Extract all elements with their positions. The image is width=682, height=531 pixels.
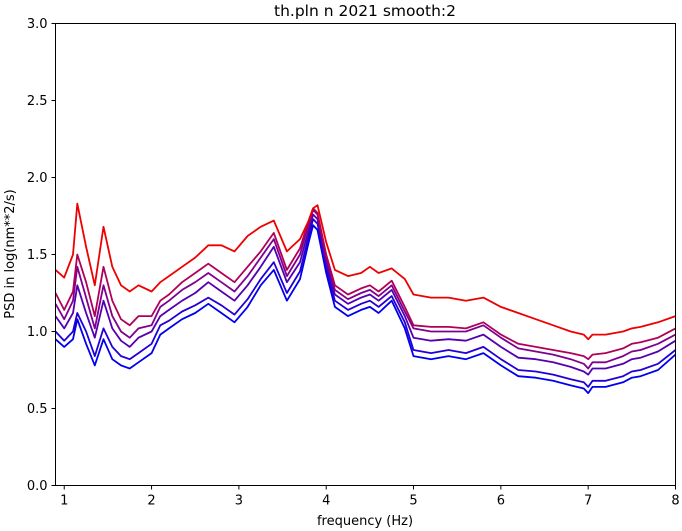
series-line-3 <box>54 213 676 376</box>
x-tick-label: 1 <box>60 494 68 509</box>
series-line-1 <box>54 224 677 394</box>
y-tick-label: 0.0 <box>27 479 48 494</box>
x-tick-label: 5 <box>409 494 417 509</box>
x-tick-label: 4 <box>322 494 330 509</box>
y-tick-label: 0.5 <box>27 402 48 417</box>
y-tick-label: 1.0 <box>27 325 48 340</box>
x-tick-label: 3 <box>235 494 243 509</box>
chart-title: th.pln n 2021 smooth:2 <box>274 2 456 20</box>
y-axis: 0.0 0.5 1.0 1.5 2.0 2.5 3.0 <box>27 17 56 494</box>
x-tick-label: 7 <box>584 494 592 509</box>
y-axis-label: PSD in log(nm**2/s) <box>3 189 18 319</box>
series-line-6 <box>54 202 676 341</box>
series-layer <box>54 202 677 394</box>
x-axis: 1 2 3 4 5 6 7 8 <box>60 485 680 509</box>
y-tick-label: 1.5 <box>27 248 48 263</box>
x-tick-label: 8 <box>671 494 679 509</box>
x-tick-label: 6 <box>497 494 505 509</box>
y-tick-label: 2.5 <box>27 94 48 109</box>
x-tick-label: 2 <box>147 494 155 509</box>
series-line-2 <box>54 218 677 388</box>
plot-frame <box>55 23 676 486</box>
series-line-5 <box>54 207 676 361</box>
plot-area <box>54 23 677 486</box>
x-axis-label: frequency (Hz) <box>317 514 413 529</box>
y-tick-label: 3.0 <box>27 17 48 32</box>
y-tick-label: 2.0 <box>27 171 48 186</box>
